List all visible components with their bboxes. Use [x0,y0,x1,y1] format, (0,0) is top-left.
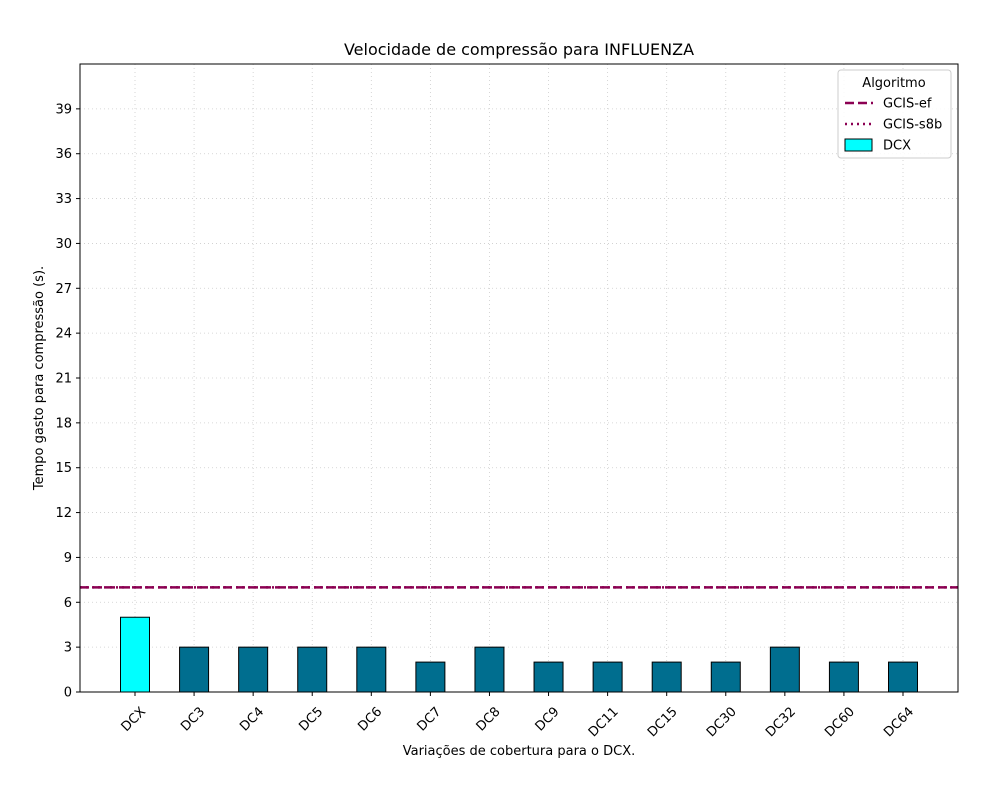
y-tick-label: 36 [55,147,72,162]
y-tick-label: 21 [55,372,72,387]
bar-dc5 [297,646,328,693]
y-tick-label: 0 [64,686,72,701]
bar-dc11 [592,661,623,693]
x-tick-label: DC64 [881,704,917,740]
y-tick-label: 18 [55,416,72,431]
x-tick-label: DC32 [763,704,799,740]
y-tick-label: 15 [55,461,72,476]
legend-label-gcis-s8b: GCIS-s8b [883,118,942,133]
x-tick-label: DC5 [296,704,326,734]
y-tick-label: 33 [55,192,72,207]
x-tick-label: DC11 [586,704,622,740]
bar-dcx [120,616,150,693]
x-tick-label: DC6 [355,704,385,734]
bar-dc32 [769,646,800,693]
x-tick-label: DC4 [237,704,267,734]
bar-dc64 [888,661,918,693]
legend-swatch-dcx [844,138,873,152]
x-tick-label: DC3 [178,704,208,734]
x-tick-label: DC15 [645,704,681,740]
y-tick-label: 39 [55,102,72,117]
y-tick-label: 24 [55,327,72,342]
y-tick-label: 30 [55,237,72,252]
y-tick-label: 6 [64,596,72,611]
bar-dc15 [651,661,682,693]
bar-dc6 [356,646,387,693]
bars [120,616,918,693]
bar-dc4 [238,646,269,693]
bar-dc9 [533,661,564,693]
legend-label-dcx: DCX [883,139,911,154]
y-tick-label: 12 [55,506,72,521]
legend-title: Algoritmo [862,76,925,91]
bar-dc7 [415,661,446,693]
chart-title: Velocidade de compressão para INFLUENZA [344,40,694,59]
y-tick-label: 3 [64,641,72,656]
grid [80,64,958,693]
x-tick-label: DC60 [822,704,858,740]
x-tick-label: DC9 [533,704,563,734]
legend-label-gcis-ef: GCIS-ef [883,97,932,112]
x-tick-label: DCX [119,704,149,734]
plot-frame [79,63,959,693]
bar-dc3 [179,646,210,693]
bar-dc30 [710,661,741,693]
x-tick-label: DC30 [704,704,740,740]
x-tick-label: DC8 [474,704,504,734]
y-tick-label: 27 [55,282,72,297]
legend-box [837,69,952,159]
y-axis-label: Tempo gasto para compressão (s). [32,266,47,491]
x-axis: DCX DC3 DC4 DC5 DC6 DC7 DC8 DC9 DC11 DC15 DC30 DC32… [119,692,917,740]
legend: Algoritmo GCIS-ef GCIS-s8b DCX [837,69,952,159]
x-axis-label: Variações de cobertura para o DCX. [403,744,636,759]
bar-dc8 [474,646,505,693]
bar-dc60 [828,661,859,693]
y-tick-label: 9 [64,551,72,566]
x-tick-label: DC7 [414,704,444,734]
